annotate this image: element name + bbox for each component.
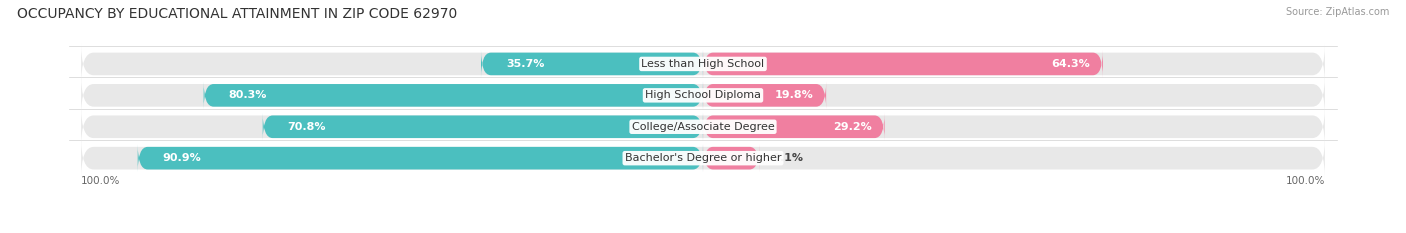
FancyBboxPatch shape — [138, 144, 703, 172]
FancyBboxPatch shape — [703, 113, 884, 140]
Text: Less than High School: Less than High School — [641, 59, 765, 69]
FancyBboxPatch shape — [263, 113, 703, 140]
Text: College/Associate Degree: College/Associate Degree — [631, 122, 775, 132]
FancyBboxPatch shape — [204, 82, 703, 109]
FancyBboxPatch shape — [703, 144, 759, 172]
Text: 64.3%: 64.3% — [1052, 59, 1091, 69]
Text: 80.3%: 80.3% — [229, 90, 267, 100]
Legend: Owner-occupied, Renter-occupied: Owner-occupied, Renter-occupied — [583, 230, 823, 233]
FancyBboxPatch shape — [703, 82, 827, 109]
Text: Bachelor's Degree or higher: Bachelor's Degree or higher — [624, 153, 782, 163]
Text: 9.1%: 9.1% — [772, 153, 803, 163]
FancyBboxPatch shape — [82, 75, 1324, 116]
Text: 90.9%: 90.9% — [163, 153, 201, 163]
Text: 29.2%: 29.2% — [834, 122, 872, 132]
FancyBboxPatch shape — [82, 44, 1324, 84]
FancyBboxPatch shape — [703, 50, 1102, 78]
Text: Source: ZipAtlas.com: Source: ZipAtlas.com — [1285, 7, 1389, 17]
FancyBboxPatch shape — [481, 50, 703, 78]
Text: OCCUPANCY BY EDUCATIONAL ATTAINMENT IN ZIP CODE 62970: OCCUPANCY BY EDUCATIONAL ATTAINMENT IN Z… — [17, 7, 457, 21]
Text: 70.8%: 70.8% — [288, 122, 326, 132]
Text: 35.7%: 35.7% — [506, 59, 544, 69]
Text: 19.8%: 19.8% — [775, 90, 814, 100]
Text: 100.0%: 100.0% — [1285, 176, 1324, 186]
Text: 100.0%: 100.0% — [82, 176, 121, 186]
Text: High School Diploma: High School Diploma — [645, 90, 761, 100]
FancyBboxPatch shape — [82, 107, 1324, 147]
FancyBboxPatch shape — [82, 138, 1324, 178]
